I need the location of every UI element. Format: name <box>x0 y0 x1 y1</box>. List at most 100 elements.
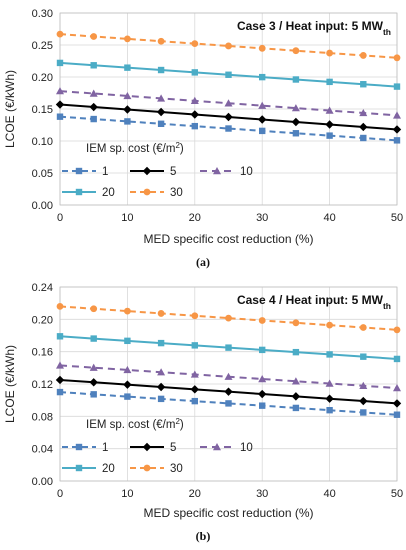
data-point-20 <box>259 73 266 81</box>
x-tick-label: 0 <box>57 212 63 224</box>
data-point-1 <box>393 411 401 418</box>
legend-label-10: 10 <box>240 442 253 454</box>
y-tick-label: 0.16 <box>32 347 53 359</box>
x-tick-label: 10 <box>121 212 133 224</box>
data-point-1 <box>56 388 64 396</box>
data-point-10 <box>190 370 199 378</box>
data-point-30 <box>326 321 333 329</box>
chart-panel-b: 0.00 0.04 0.08 0.12 0.16 0.20 0.24 0 10 20 30 40 50 M… <box>3 282 403 543</box>
legend-title-superscript: 2 <box>175 417 180 426</box>
series-line-30 <box>59 305 398 331</box>
data-point-5 <box>156 107 166 117</box>
data-point-10 <box>190 96 199 105</box>
legend-title: IEM sp. cost (€/m2) <box>86 417 184 432</box>
data-point-5 <box>123 105 132 114</box>
data-point-20 <box>90 335 97 342</box>
x-tick-label: 40 <box>323 212 335 224</box>
y-axis-label: LCOE (€/kWh) <box>3 345 17 423</box>
data-point-10 <box>291 104 300 112</box>
data-point-30 <box>124 307 131 315</box>
data-point-20 <box>393 355 401 363</box>
y-tick-label: 0.30 <box>32 8 53 20</box>
data-point-20 <box>56 333 64 340</box>
data-point-1 <box>259 127 266 135</box>
data-point-10 <box>89 89 98 97</box>
data-point-20 <box>326 351 333 358</box>
data-point-20 <box>225 71 232 78</box>
y-tick-label: 0.08 <box>32 411 53 423</box>
data-point-1 <box>360 134 367 142</box>
data-point-20 <box>157 339 165 347</box>
data-point-1 <box>326 132 333 139</box>
data-point-30 <box>157 37 165 45</box>
legend-marker-10 <box>213 443 221 451</box>
data-point-10 <box>56 87 64 95</box>
data-point-10 <box>258 101 267 109</box>
data-point-20 <box>157 66 165 74</box>
data-point-10 <box>393 384 401 392</box>
data-point-1 <box>124 393 131 400</box>
data-point-10 <box>325 379 334 387</box>
data-point-30 <box>191 312 199 320</box>
plot-area-frame <box>59 12 398 206</box>
legend-title-close: ) <box>180 143 184 155</box>
legend-title-text: IEM sp. cost (€/m <box>86 419 175 431</box>
data-point-5 <box>224 387 233 396</box>
x-tick-label: 40 <box>323 488 335 500</box>
data-point-10 <box>359 108 368 117</box>
series-line-30 <box>59 33 398 59</box>
data-point-30 <box>393 54 401 62</box>
data-point-30 <box>191 40 199 47</box>
data-point-1 <box>326 406 333 414</box>
data-point-10 <box>359 381 368 389</box>
y-tick-label: 0.15 <box>32 104 53 116</box>
data-point-20 <box>191 69 198 76</box>
data-point-20 <box>259 346 266 354</box>
data-point-1 <box>124 118 131 125</box>
legend-marker-30 <box>143 188 151 196</box>
x-tick-label: 30 <box>256 212 268 224</box>
data-point-1 <box>259 402 266 409</box>
legend-label-20: 20 <box>102 463 115 475</box>
legend-label-1: 1 <box>102 166 108 178</box>
data-point-1 <box>157 395 165 403</box>
data-point-1 <box>225 125 232 132</box>
data-point-30 <box>124 35 131 43</box>
data-point-30 <box>56 303 64 310</box>
data-point-5 <box>55 100 65 109</box>
data-point-30 <box>258 317 266 324</box>
data-point-5 <box>392 125 402 134</box>
legend-label-20: 20 <box>102 187 115 199</box>
data-point-1 <box>292 130 300 137</box>
legend-label-1: 1 <box>102 442 108 454</box>
x-tick-label: 50 <box>391 488 403 500</box>
data-point-10 <box>123 365 132 374</box>
data-point-20 <box>124 64 131 71</box>
legend-marker-20 <box>75 464 83 472</box>
y-tick-label: 0.24 <box>32 282 53 294</box>
data-point-10 <box>224 99 233 107</box>
data-point-5 <box>224 112 233 122</box>
x-tick-label: 20 <box>189 488 201 500</box>
data-point-30 <box>359 324 367 331</box>
data-point-10 <box>291 377 300 385</box>
data-point-5 <box>190 385 199 394</box>
data-point-5 <box>156 382 166 392</box>
x-axis-label: MED specific cost reduction (%) <box>143 506 313 520</box>
legend-title-superscript: 2 <box>175 141 180 150</box>
data-point-20 <box>393 83 401 90</box>
x-tick-label: 50 <box>391 212 403 224</box>
y-tick-label: 0.04 <box>32 444 53 456</box>
legend-marker-1 <box>75 443 83 451</box>
data-point-5 <box>123 380 132 389</box>
data-point-5 <box>89 102 98 112</box>
y-tick-label: 0.00 <box>32 476 53 488</box>
data-point-5 <box>291 117 301 127</box>
data-point-30 <box>326 49 333 57</box>
data-point-10 <box>157 368 166 376</box>
data-point-5 <box>258 115 267 124</box>
data-point-20 <box>56 59 64 67</box>
data-point-1 <box>225 400 232 407</box>
case-title-main: Case 3 / Heat input: 5 MW <box>237 19 384 33</box>
legend-label-30: 30 <box>170 187 183 199</box>
